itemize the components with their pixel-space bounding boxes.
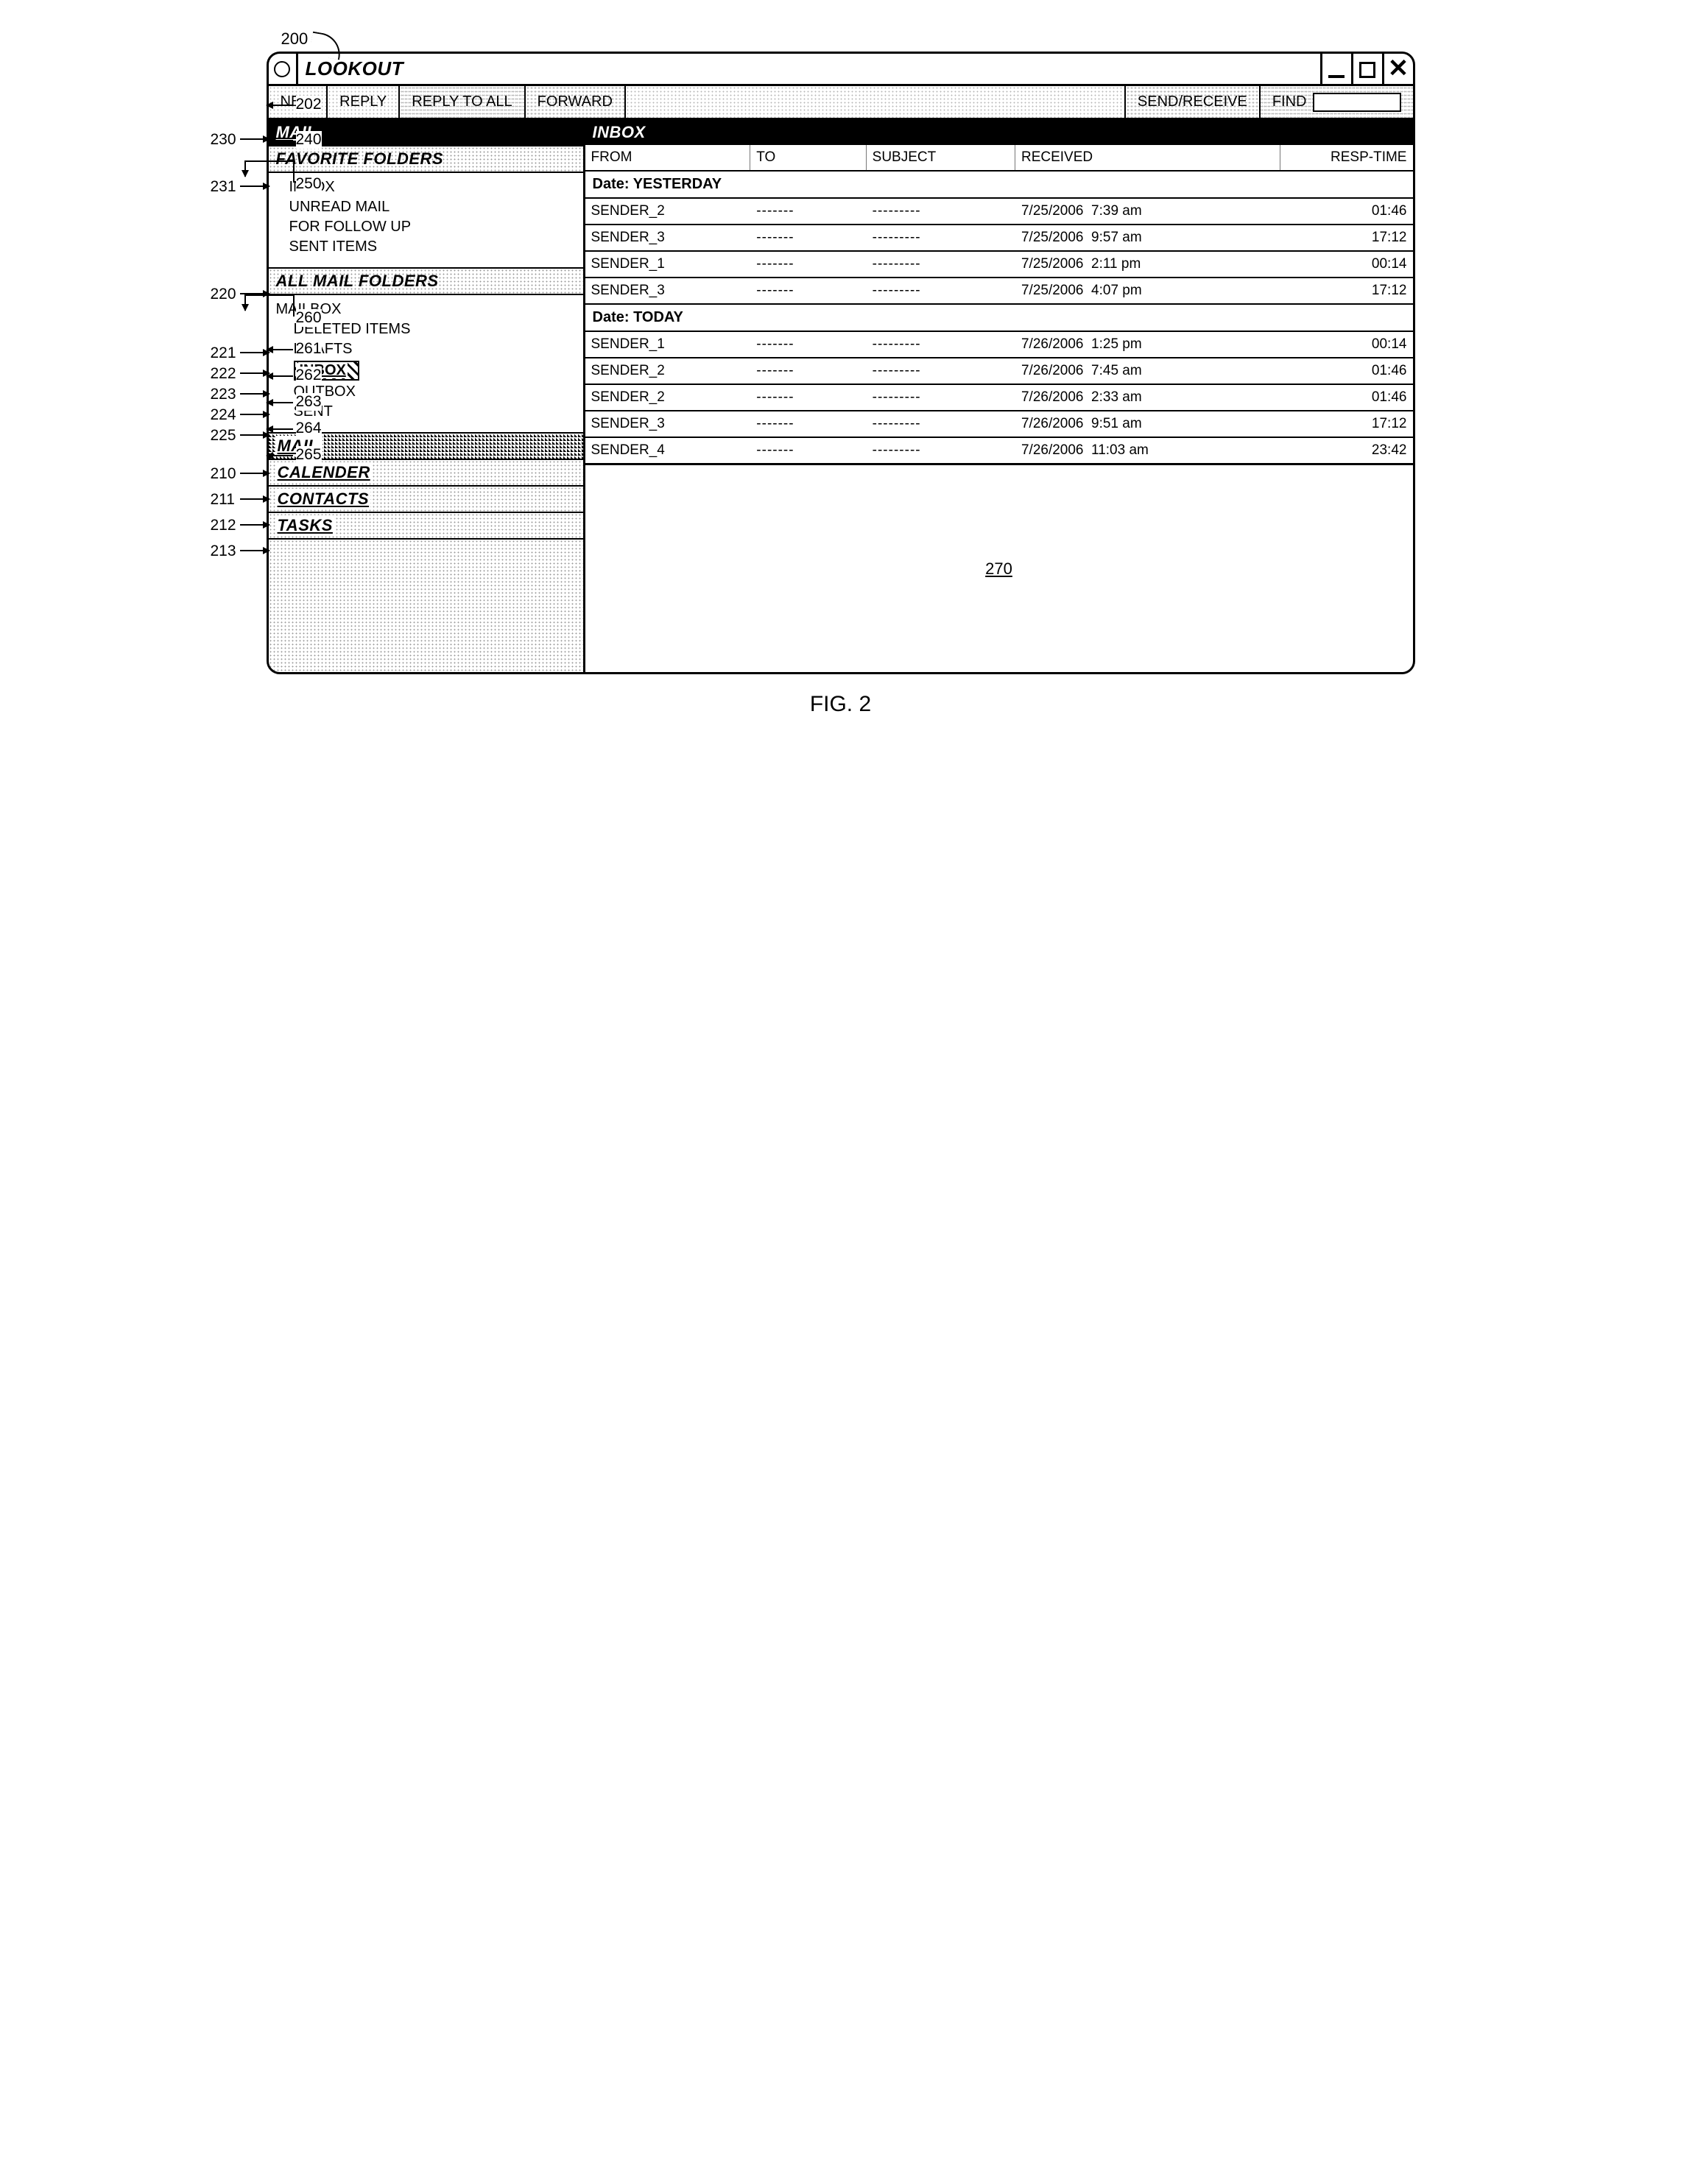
- fav-folder-unread[interactable]: UNREAD MAIL: [289, 197, 583, 217]
- nav-contacts[interactable]: CONTACTS: [269, 487, 583, 513]
- window-title: LOOKOUT: [298, 57, 1320, 80]
- main-panel: INBOX FROM TO SUBJECT RECEIVED RESP-TIME…: [585, 120, 1413, 672]
- favorite-folders-list: INBOX UNREAD MAIL FOR FOLLOW UP SENT ITE…: [269, 173, 583, 267]
- favorite-folders-header: FAVORITE FOLDERS: [269, 145, 583, 173]
- message-row[interactable]: SENDER_4----------------7/26/2006 11:03 …: [585, 438, 1413, 464]
- content-area: MAIL FAVORITE FOLDERS INBOX UNREAD MAIL …: [269, 120, 1413, 672]
- col-from[interactable]: FROM: [585, 145, 751, 170]
- window-controls: ✕: [1320, 54, 1413, 84]
- column-headers: FROM TO SUBJECT RECEIVED RESP-TIME: [585, 145, 1413, 172]
- preview-pane: 270: [585, 464, 1413, 672]
- fav-folder-inbox[interactable]: INBOX: [289, 177, 583, 197]
- mailbox-inbox-selected[interactable]: INBOX: [276, 359, 583, 382]
- figure-caption: FIG. 2: [44, 692, 1637, 717]
- date-group-header[interactable]: Date: YESTERDAY: [585, 172, 1413, 199]
- annot-223: 223: [211, 386, 236, 403]
- message-groups: Date: YESTERDAYSENDER_2----------------7…: [585, 172, 1413, 464]
- mailbox-tree: MAILBOX DELETED ITEMS DRAFTS INBOX OUTBO…: [269, 295, 583, 432]
- message-row[interactable]: SENDER_3----------------7/25/2006 4:07 p…: [585, 278, 1413, 305]
- titlebar: LOOKOUT ✕: [269, 54, 1413, 86]
- message-row[interactable]: SENDER_1----------------7/26/2006 1:25 p…: [585, 332, 1413, 358]
- annot-221: 221: [211, 344, 236, 362]
- toolbar-send-receive[interactable]: SEND/RECEIVE: [1126, 86, 1261, 118]
- toolbar: NEW REPLY REPLY TO ALL FORWARD SEND/RECE…: [269, 86, 1413, 120]
- nav-mail[interactable]: MAIL: [269, 434, 583, 460]
- message-row[interactable]: SENDER_2----------------7/25/2006 7:39 a…: [585, 199, 1413, 225]
- mailbox-parent[interactable]: MAILBOX: [276, 300, 583, 319]
- app-window: LOOKOUT ✕ NEW REPLY REPLY TO ALL FORWARD…: [267, 52, 1415, 674]
- mailbox-sent[interactable]: SENT: [276, 402, 583, 422]
- fav-folder-sent[interactable]: SENT ITEMS: [289, 237, 583, 257]
- message-row[interactable]: SENDER_3----------------7/25/2006 9:57 a…: [585, 225, 1413, 252]
- sidebar: MAIL FAVORITE FOLDERS INBOX UNREAD MAIL …: [269, 120, 585, 672]
- nav-calendar[interactable]: CALENDER: [269, 460, 583, 487]
- annot-230: 230: [211, 131, 236, 149]
- col-resp-time[interactable]: RESP-TIME: [1280, 145, 1413, 170]
- sidebar-mail-header: MAIL: [269, 120, 583, 145]
- toolbar-reply[interactable]: REPLY: [328, 86, 400, 118]
- annot-211: 211: [211, 491, 235, 509]
- toolbar-reply-all[interactable]: REPLY TO ALL: [400, 86, 525, 118]
- mailbox-drafts[interactable]: DRAFTS: [276, 339, 583, 359]
- close-button[interactable]: ✕: [1382, 54, 1413, 84]
- mailbox-deleted[interactable]: DELETED ITEMS: [276, 319, 583, 339]
- find-input[interactable]: [1313, 93, 1401, 112]
- message-row[interactable]: SENDER_1----------------7/25/2006 2:11 p…: [585, 252, 1413, 278]
- annot-225: 225: [211, 427, 236, 445]
- annot-212: 212: [211, 517, 236, 534]
- mailbox-outbox[interactable]: OUTBOX: [276, 382, 583, 402]
- col-subject[interactable]: SUBJECT: [867, 145, 1015, 170]
- toolbar-find-label: FIND: [1272, 93, 1307, 110]
- annot-213: 213: [211, 543, 236, 560]
- minimize-button[interactable]: [1320, 54, 1351, 84]
- annot-220: 220: [211, 286, 236, 303]
- inbox-header: INBOX: [585, 120, 1413, 145]
- nav-section: MAIL CALENDER CONTACTS TASKS: [269, 432, 583, 672]
- message-row[interactable]: SENDER_3----------------7/26/2006 9:51 a…: [585, 411, 1413, 438]
- figure-ref-200: 200: [281, 29, 309, 49]
- annot-231: 231: [211, 178, 236, 196]
- toolbar-spacer: [626, 86, 1126, 118]
- titlebar-icon: [269, 53, 298, 85]
- figure-container: 200 LOOKOUT ✕ NEW REPLY REPLY TO ALL FOR…: [267, 52, 1415, 674]
- left-annotations: 230 231 220 221 222 223 224 225 210 211 …: [211, 52, 267, 674]
- col-received[interactable]: RECEIVED: [1015, 145, 1280, 170]
- nav-filler: [269, 540, 583, 672]
- toolbar-new[interactable]: NEW: [269, 86, 328, 118]
- annot-222: 222: [211, 365, 236, 383]
- annot-224: 224: [211, 406, 236, 424]
- maximize-button[interactable]: [1351, 54, 1382, 84]
- toolbar-forward[interactable]: FORWARD: [526, 86, 626, 118]
- date-group-header[interactable]: Date: TODAY: [585, 305, 1413, 332]
- all-mail-folders-header: ALL MAIL FOLDERS: [269, 267, 583, 295]
- preview-ref-270: 270: [985, 559, 1012, 579]
- nav-tasks[interactable]: TASKS: [269, 513, 583, 540]
- toolbar-find[interactable]: FIND: [1261, 86, 1413, 118]
- annot-210: 210: [211, 465, 236, 483]
- message-row[interactable]: SENDER_2----------------7/26/2006 7:45 a…: [585, 358, 1413, 385]
- fav-folder-followup[interactable]: FOR FOLLOW UP: [289, 217, 583, 237]
- message-row[interactable]: SENDER_2----------------7/26/2006 2:33 a…: [585, 385, 1413, 411]
- col-to[interactable]: TO: [750, 145, 866, 170]
